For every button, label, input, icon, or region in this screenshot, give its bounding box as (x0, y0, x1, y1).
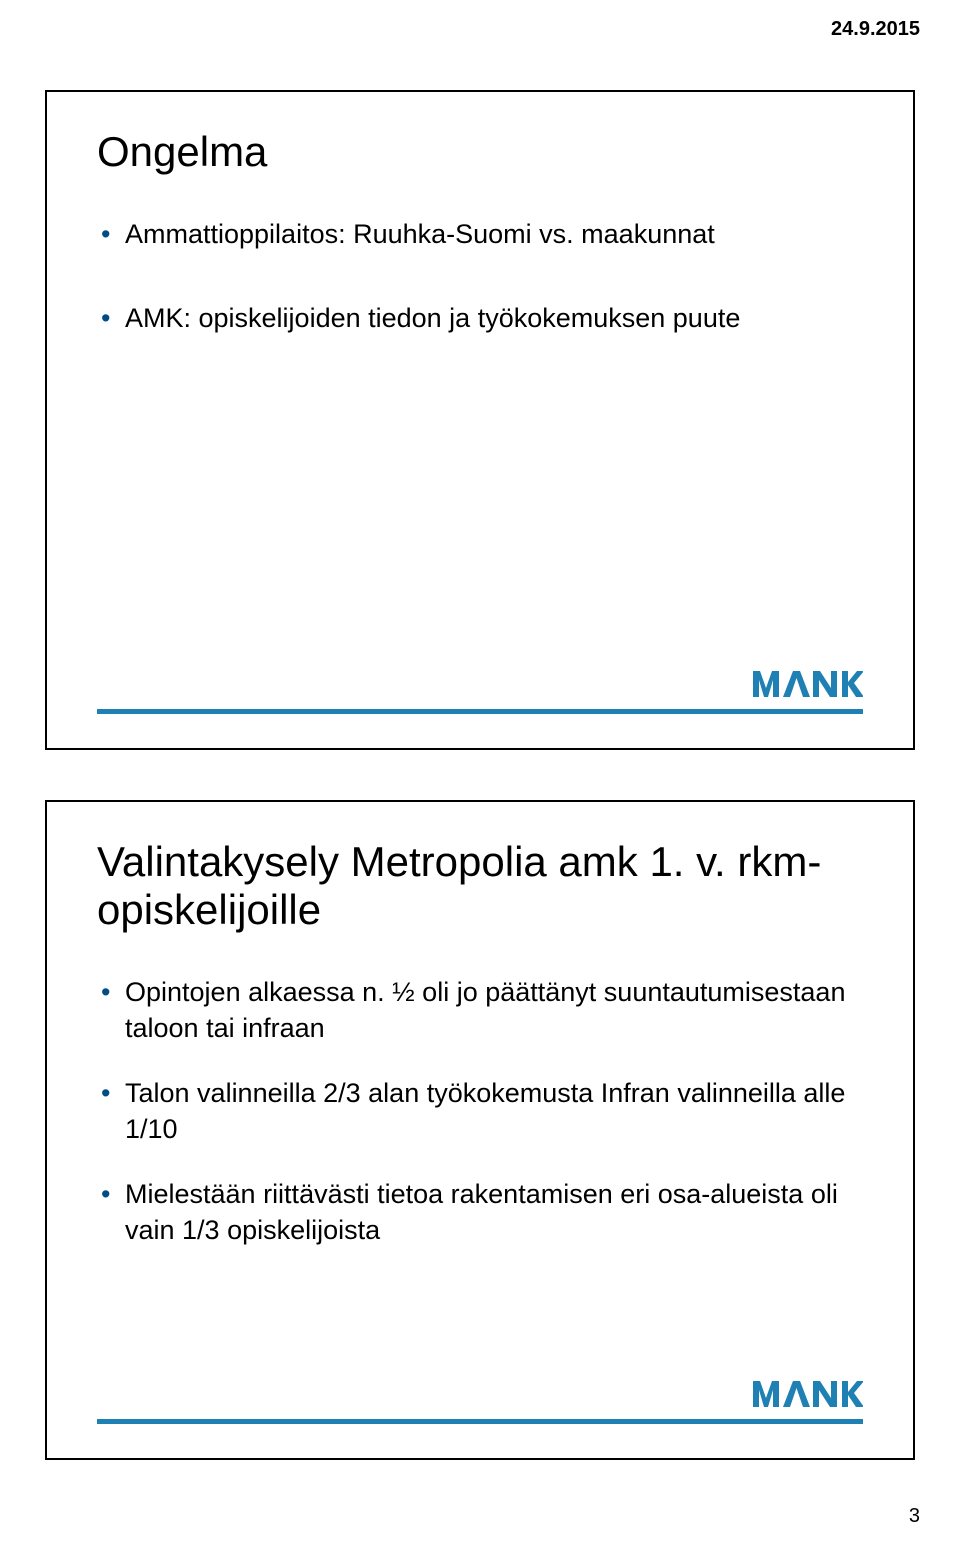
slide-2-bullets: Opintojen alkaessa n. ½ oli jo päättänyt… (97, 974, 863, 1249)
page-number: 3 (909, 1505, 920, 1528)
divider (97, 1419, 863, 1424)
slide-1-bullet: Ammattioppilaitos: Ruuhka-Suomi vs. maak… (97, 216, 863, 252)
slide-2-bullet: Mielestään riittävästi tietoa rakentamis… (97, 1176, 863, 1249)
slide-1: Ongelma Ammattioppilaitos: Ruuhka-Suomi … (45, 90, 915, 750)
header-date: 24.9.2015 (831, 18, 920, 41)
slide-1-bullet: AMK: opiskelijoiden tiedon ja työkokemuk… (97, 300, 863, 336)
slide-2-footer (97, 1419, 863, 1424)
slide-2-bullet: Talon valinneilla 2/3 alan työkokemusta … (97, 1075, 863, 1148)
slide-1-footer (97, 709, 863, 714)
slide-2-bullet: Opintojen alkaessa n. ½ oli jo päättänyt… (97, 974, 863, 1047)
slide-1-bullets: Ammattioppilaitos: Ruuhka-Suomi vs. maak… (97, 216, 863, 337)
mank-logo-icon (753, 1380, 863, 1408)
mank-logo-icon (753, 670, 863, 698)
divider (97, 709, 863, 714)
slide-2: Valintakysely Metropolia amk 1. v. rkm-o… (45, 800, 915, 1460)
slide-1-title: Ongelma (97, 128, 863, 176)
slide-2-title: Valintakysely Metropolia amk 1. v. rkm-o… (97, 838, 863, 934)
